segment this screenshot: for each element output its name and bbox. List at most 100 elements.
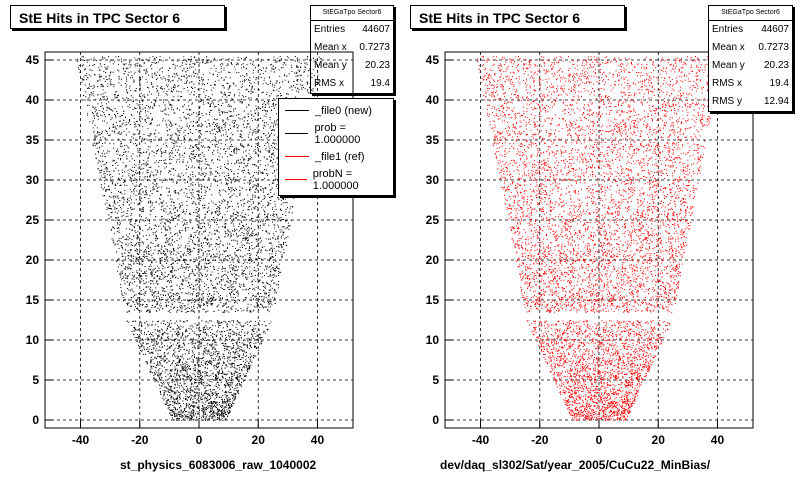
hit-point: [273, 211, 275, 213]
hit-point: [123, 151, 125, 153]
hit-point: [110, 71, 112, 73]
hit-point: [152, 185, 154, 187]
hit-point: [191, 81, 193, 83]
hit-point: [158, 132, 160, 134]
hit-point: [196, 361, 198, 363]
hit-point: [144, 119, 146, 121]
hit-point: [139, 133, 140, 135]
hit-point: [250, 188, 252, 190]
hit-point: [198, 397, 200, 399]
hit-point: [102, 120, 104, 122]
hit-point: [176, 240, 178, 241]
hit-point: [130, 261, 132, 262]
hit-point: [195, 394, 197, 396]
hit-point: [198, 154, 200, 155]
hit-point: [97, 131, 99, 133]
hit-point: [211, 408, 213, 410]
hit-point: [212, 103, 214, 105]
hit-point: [166, 90, 168, 92]
hit-point: [233, 66, 235, 68]
hit-point: [211, 381, 213, 383]
hit-point: [178, 358, 180, 360]
hit-point: [278, 87, 280, 89]
hit-point: [90, 75, 92, 77]
hit-point: [170, 342, 171, 344]
hit-point: [235, 149, 237, 151]
hit-point: [225, 339, 227, 341]
hit-point: [189, 75, 190, 77]
hit-point: [198, 374, 200, 375]
hit-point: [103, 98, 105, 100]
hit-point: [248, 348, 250, 350]
pad-left: StE Hits in TPC Sector 6 StEGaTpo Sector…: [10, 5, 394, 472]
hit-point: [171, 168, 173, 170]
hit-point: [212, 123, 214, 125]
hit-point: [222, 394, 224, 396]
hit-point: [218, 292, 219, 294]
hit-point: [145, 275, 147, 277]
hit-point: [166, 345, 168, 347]
hit-point: [106, 96, 108, 98]
hit-point: [140, 350, 142, 351]
hit-point: [137, 277, 139, 279]
hit-point: [251, 199, 253, 200]
hit-point: [104, 92, 106, 94]
hit-point: [109, 108, 111, 110]
hit-point: [240, 286, 242, 288]
hit-point: [189, 266, 191, 268]
hit-point: [171, 153, 173, 155]
hit-point: [271, 132, 272, 134]
hit-point: [171, 150, 173, 152]
hit-point: [129, 85, 131, 87]
hit-point: [221, 85, 223, 87]
hit-point: [204, 175, 206, 177]
hit-point: [238, 334, 240, 336]
hit-point: [162, 266, 164, 268]
hit-point: [174, 366, 176, 368]
hit-point: [233, 148, 235, 150]
hit-point: [272, 213, 274, 215]
hit-point: [214, 415, 215, 417]
hit-point: [200, 373, 202, 375]
hit-point: [263, 321, 265, 323]
hit-point: [145, 122, 147, 124]
hit-point: [133, 143, 135, 145]
hit-point: [150, 362, 152, 364]
hit-point: [131, 265, 133, 267]
hit-point: [211, 361, 213, 363]
hit-point: [229, 148, 231, 150]
hit-point: [276, 124, 278, 126]
hit-point: [159, 173, 161, 175]
hit-point: [189, 273, 190, 275]
hit-point: [175, 233, 177, 235]
hit-point: [139, 199, 141, 200]
hit-point: [255, 146, 256, 148]
hit-point: [169, 152, 171, 153]
hit-point: [141, 350, 143, 352]
hit-point: [255, 79, 257, 81]
hit-point: [118, 82, 120, 84]
hit-point: [274, 201, 276, 203]
hit-point: [105, 129, 107, 131]
hit-point: [92, 59, 94, 61]
hit-point: [184, 419, 186, 421]
hit-point: [180, 358, 182, 360]
hit-point: [193, 211, 195, 213]
hit-point: [170, 134, 172, 136]
hit-point: [219, 213, 221, 215]
hit-point: [224, 214, 226, 216]
hit-point: [275, 124, 276, 126]
hit-point: [186, 80, 188, 82]
hit-point: [177, 418, 178, 420]
hit-point: [195, 289, 197, 291]
hit-point: [242, 326, 244, 328]
hit-point: [230, 151, 232, 152]
hit-point: [223, 416, 225, 418]
hit-point: [234, 373, 236, 375]
hit-point: [203, 204, 205, 206]
hit-point: [205, 62, 207, 64]
hit-point: [215, 379, 216, 381]
hit-point: [161, 218, 163, 220]
hit-point: [194, 388, 196, 390]
hit-point: [280, 244, 282, 246]
